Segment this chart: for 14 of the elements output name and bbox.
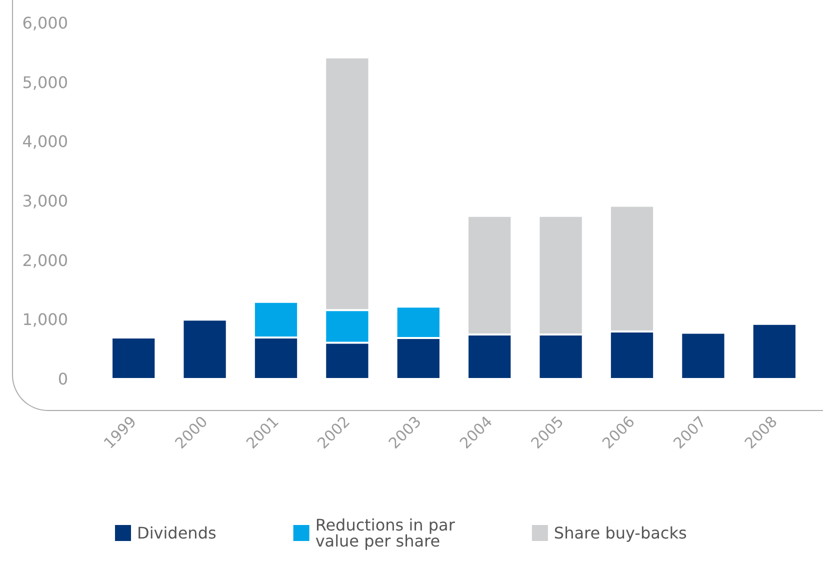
legend-label: Dividends [137, 524, 216, 542]
y-tick-label: 2,000 [22, 250, 68, 270]
bar [112, 337, 156, 379]
y-tick-label: 6,000 [22, 14, 68, 32]
y-tick-label: 3,000 [22, 192, 68, 210]
bar [681, 332, 726, 379]
legend-label: Share buy-backs [554, 524, 687, 542]
legend-label: Reductions in par value per share [315, 516, 456, 550]
y-tick-label: 5,000 [22, 72, 68, 92]
bar [182, 320, 227, 379]
bar [752, 324, 796, 379]
y-tick-label: 4,000 [22, 132, 68, 152]
y-tick-label: 1,000 [22, 310, 68, 330]
y-tick-label: 0 [58, 370, 68, 388]
